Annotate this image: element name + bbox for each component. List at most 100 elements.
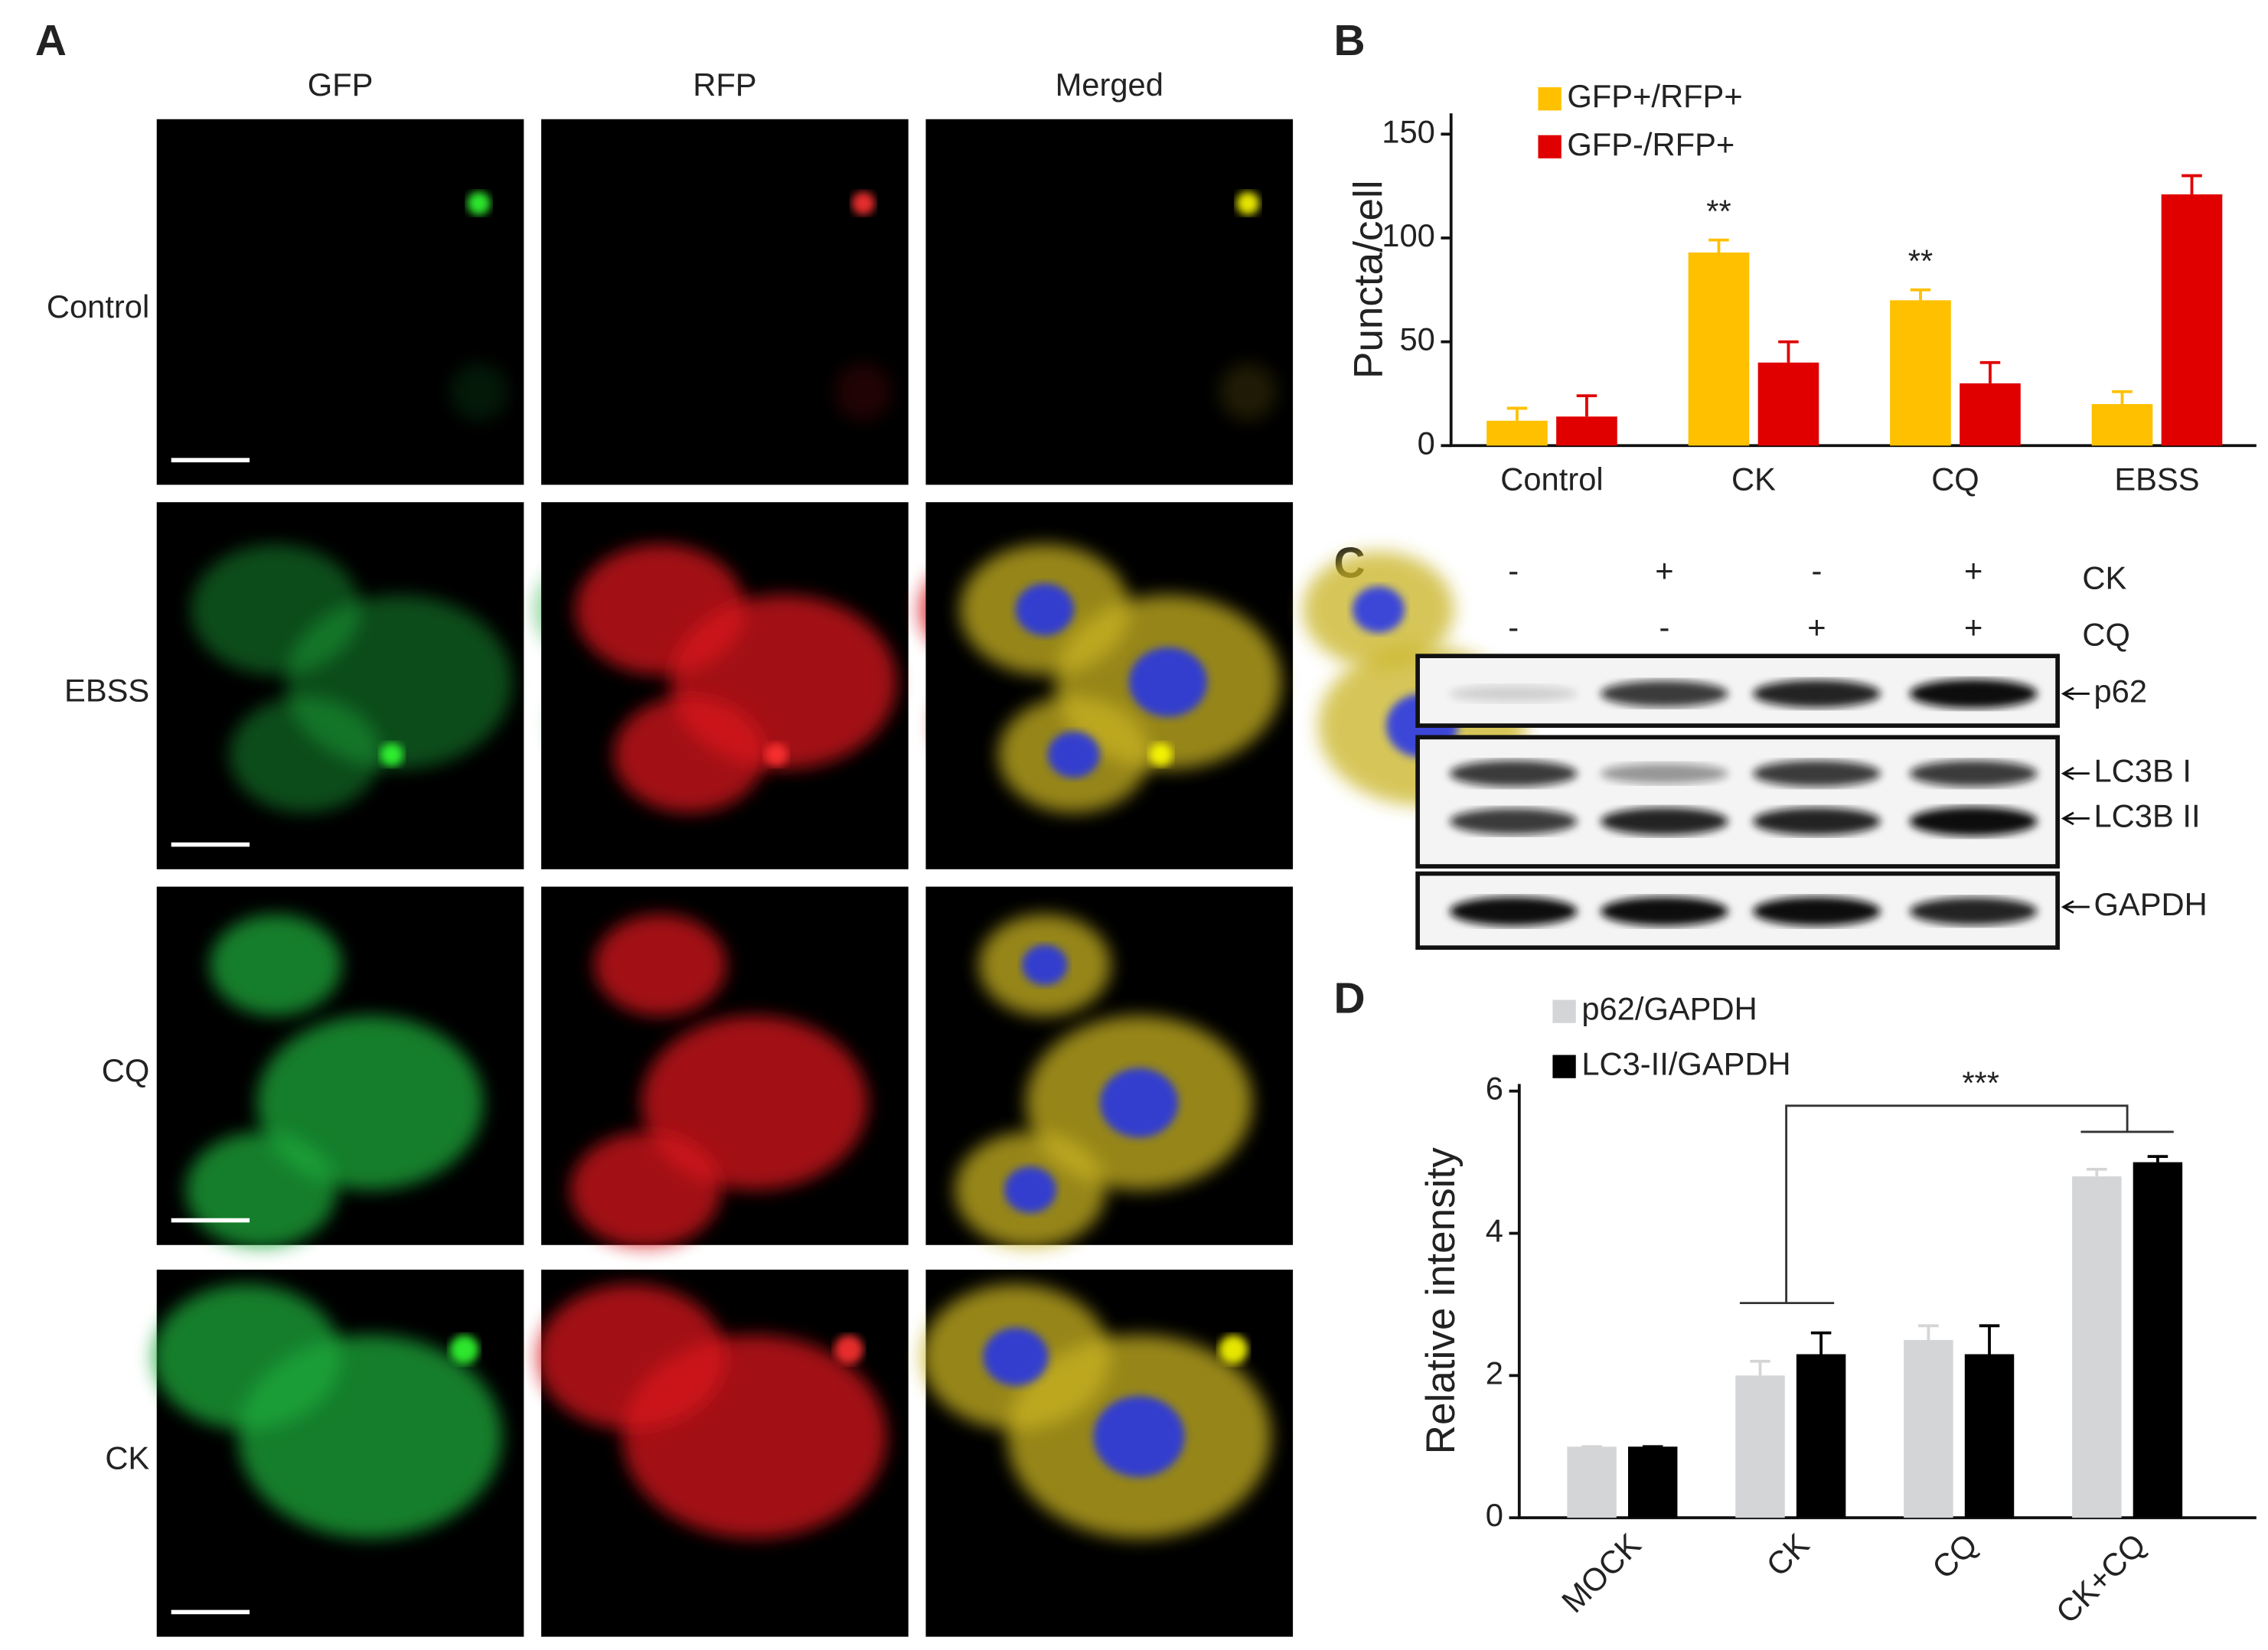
treatment-sign: +: [1655, 553, 1673, 589]
error-bar: [2147, 1155, 2168, 1162]
cell: [449, 1335, 479, 1365]
micrograph: [541, 119, 909, 485]
y-tick-label: 0: [1418, 425, 1435, 461]
nucleus: [1352, 586, 1405, 633]
cell: [765, 742, 788, 767]
error-bar: [1708, 238, 1729, 253]
nucleus: [1015, 583, 1075, 636]
row-label: EBSS: [64, 673, 149, 709]
blot-band: [1600, 763, 1728, 784]
error-bar: [1979, 360, 2001, 383]
legend-label: GFP-/RFP+: [1567, 126, 1734, 162]
column-header: GFP: [308, 67, 374, 103]
cell: [229, 696, 380, 813]
blot-band: [1753, 680, 1881, 708]
micrograph: [925, 886, 1294, 1248]
micrograph-bg: [925, 119, 1294, 485]
treatment-sign: -: [1659, 609, 1669, 645]
legend-swatch: [1538, 135, 1561, 158]
significance: **: [1908, 243, 1933, 279]
cell: [537, 1283, 726, 1430]
micrograph-bg: [541, 119, 909, 485]
treatment-sign: +: [1807, 609, 1826, 645]
cell: [851, 191, 876, 215]
error-bar: [1810, 1331, 1832, 1355]
treatment-sign: -: [1508, 609, 1519, 645]
bar: [1796, 1354, 1846, 1518]
significance: ***: [1962, 1065, 1999, 1101]
cell: [1149, 742, 1173, 767]
panel-label: A: [35, 17, 67, 65]
x-tick-label: MOCK: [1555, 1526, 1648, 1619]
bar: [2161, 194, 2223, 446]
y-tick-label: 0: [1486, 1497, 1503, 1533]
x-tick-label: CK+CQ: [2049, 1526, 2153, 1630]
treatment-sign: -: [1811, 553, 1822, 589]
legend-swatch: [1552, 999, 1576, 1023]
error-bar: [1506, 406, 1528, 421]
blot-band: [1449, 685, 1578, 703]
bar: [1757, 362, 1819, 446]
bar: [1904, 1339, 1953, 1518]
micrograph: [541, 886, 909, 1248]
cell: [613, 696, 765, 813]
cell: [256, 1016, 484, 1190]
blot-band: [1600, 680, 1728, 707]
bar: [1556, 416, 1617, 446]
x-tick-label: CQ: [1931, 461, 1979, 497]
row-label: CK: [105, 1440, 149, 1476]
blot-band: [1449, 808, 1578, 835]
micrograph: [925, 119, 1294, 485]
x-tick-label: CK: [1731, 461, 1776, 497]
band-label: GAPDH: [2094, 886, 2208, 922]
cell: [449, 363, 508, 422]
column-header: RFP: [693, 67, 756, 103]
nucleus: [1093, 1395, 1185, 1478]
bar: [1688, 252, 1750, 446]
row-label: Control: [47, 289, 149, 324]
cell: [380, 742, 404, 767]
cell: [467, 191, 491, 215]
error-bar: [1576, 394, 1597, 417]
y-tick-label: 100: [1382, 217, 1435, 253]
bar: [2133, 1162, 2183, 1518]
band-label: LC3B II: [2094, 797, 2201, 833]
nucleus: [1047, 731, 1100, 778]
y-tick-label: 6: [1486, 1071, 1503, 1107]
blot-band: [1753, 760, 1881, 787]
bar: [1890, 300, 1951, 446]
treatment-sign: +: [1964, 609, 1982, 645]
blot-band: [1449, 760, 1578, 787]
cell: [641, 1016, 868, 1190]
blot-band: [1909, 679, 2038, 709]
cell: [152, 1283, 341, 1430]
nucleus: [983, 1327, 1049, 1386]
y-tick-label: 150: [1382, 113, 1435, 149]
significance-bracket: [1739, 1104, 2174, 1305]
panel-label: B: [1333, 17, 1365, 65]
cell: [1219, 363, 1278, 422]
treatment-sign: +: [1964, 553, 1982, 589]
significance: **: [1706, 194, 1731, 230]
error-bar: [1910, 288, 1931, 301]
bar: [1960, 383, 2021, 446]
legend-label: p62/GAPDH: [1581, 991, 1757, 1027]
cell: [209, 914, 342, 1016]
micrograph-bg: [156, 119, 524, 485]
blot-band: [1753, 896, 1881, 926]
y-axis-label: Puncta/cell: [1346, 180, 1391, 379]
nucleus: [1128, 647, 1208, 717]
bar: [1567, 1446, 1617, 1518]
error-bar: [2182, 174, 2202, 194]
y-tick-label: 2: [1486, 1355, 1503, 1391]
blot-band: [1753, 807, 1881, 836]
blot-band: [1600, 807, 1728, 836]
error-bar: [1750, 1359, 1770, 1376]
y-tick-label: 4: [1486, 1213, 1503, 1249]
column-header: Merged: [1056, 67, 1163, 103]
blot-frame: [1415, 735, 2060, 869]
error-bar: [2112, 390, 2133, 405]
cell: [834, 363, 893, 422]
legend-swatch: [1552, 1055, 1576, 1078]
